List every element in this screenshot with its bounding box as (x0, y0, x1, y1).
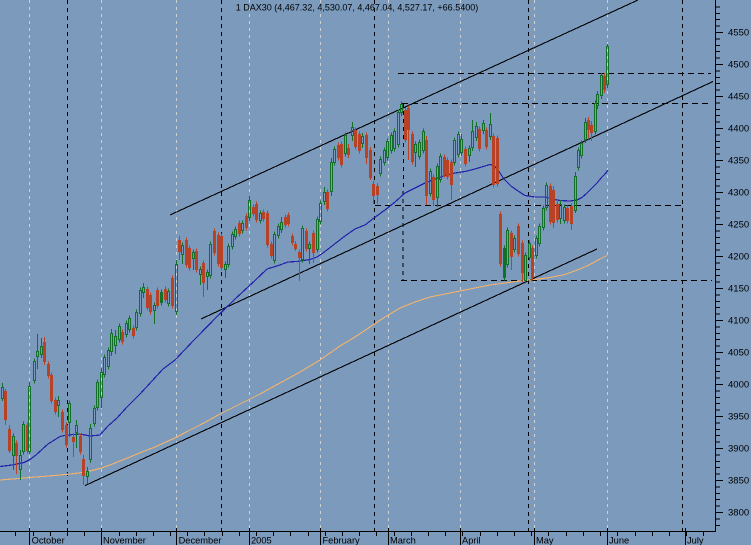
svg-text:April: April (462, 536, 481, 545)
svg-text:3850: 3850 (728, 476, 749, 487)
svg-text:4050: 4050 (728, 348, 749, 359)
svg-text:3800: 3800 (728, 508, 749, 519)
svg-text:October: October (32, 536, 65, 545)
svg-text:3950: 3950 (728, 412, 749, 423)
svg-text:4500: 4500 (728, 60, 749, 71)
svg-text:4550: 4550 (728, 28, 749, 39)
svg-text:November: November (103, 536, 146, 545)
svg-text:July: July (687, 536, 704, 545)
svg-text:1 DAX30 (4,467.32, 4,530.07, 4: 1 DAX30 (4,467.32, 4,530.07, 4,467.04, 4… (236, 3, 478, 13)
svg-text:4300: 4300 (728, 188, 749, 199)
svg-text:March: March (390, 536, 416, 545)
svg-text:4100: 4100 (728, 316, 749, 327)
svg-text:February: February (323, 536, 361, 545)
svg-text:4150: 4150 (728, 284, 749, 295)
svg-text:4400: 4400 (728, 124, 749, 135)
svg-text:2005: 2005 (251, 536, 272, 545)
svg-text:May: May (536, 536, 554, 545)
svg-text:4250: 4250 (728, 220, 749, 231)
svg-text:4350: 4350 (728, 156, 749, 167)
svg-text:4200: 4200 (728, 252, 749, 263)
svg-text:December: December (179, 536, 222, 545)
svg-text:3900: 3900 (728, 444, 749, 455)
svg-text:June: June (609, 536, 629, 545)
svg-text:4000: 4000 (728, 380, 749, 391)
svg-text:4450: 4450 (728, 92, 749, 103)
